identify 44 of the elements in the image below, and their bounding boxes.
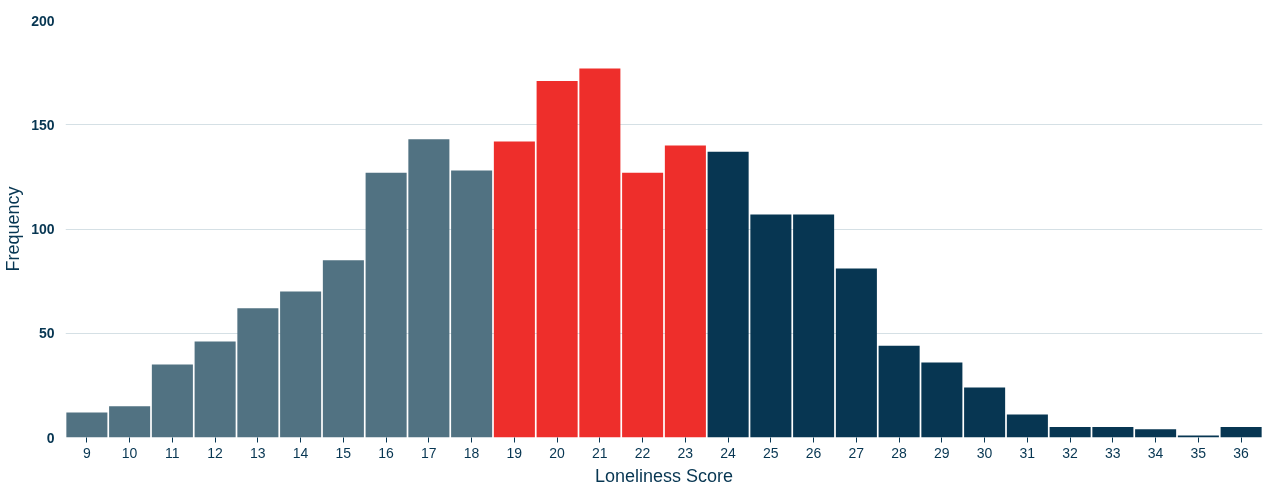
x-tick-label: 16 xyxy=(378,444,395,461)
bar xyxy=(109,406,151,438)
x-tick-label: 34 xyxy=(1147,444,1164,461)
bar xyxy=(451,170,493,438)
x-tick-label: 18 xyxy=(463,444,480,461)
x-tick-label: 22 xyxy=(634,444,651,461)
bar xyxy=(66,412,108,438)
bar xyxy=(493,141,535,438)
bar xyxy=(151,364,193,438)
x-tick-label: 23 xyxy=(677,444,694,461)
y-tick-label: 50 xyxy=(38,325,55,342)
x-tick-label: 20 xyxy=(549,444,566,461)
x-tick-label: 30 xyxy=(976,444,993,461)
x-tick-label: 35 xyxy=(1190,444,1207,461)
x-tick-label: 32 xyxy=(1062,444,1079,461)
x-tick-label: 14 xyxy=(292,444,309,461)
x-tick-label: 24 xyxy=(720,444,737,461)
bar xyxy=(664,145,706,438)
x-tick-label: 19 xyxy=(506,444,523,461)
y-tick-label: 100 xyxy=(31,221,55,237)
x-tick-label: 27 xyxy=(848,444,865,461)
x-axis-title: Loneliness Score xyxy=(594,465,734,486)
x-tick-label: 25 xyxy=(763,444,779,461)
x-tick-label: 26 xyxy=(805,444,822,461)
x-tick-label: 15 xyxy=(335,444,352,461)
bar xyxy=(322,260,364,438)
x-tick-label: 33 xyxy=(1105,444,1121,461)
x-tick-label: 11 xyxy=(165,444,180,461)
x-tick-label: 29 xyxy=(934,444,950,461)
x-tick-label: 28 xyxy=(891,444,908,461)
x-tick-label: 12 xyxy=(207,444,224,461)
x-tick-label: 36 xyxy=(1233,444,1250,461)
x-tick-label: 17 xyxy=(421,444,437,461)
y-tick-label: 150 xyxy=(31,116,55,133)
y-tick-label: 200 xyxy=(31,12,55,29)
x-tick-label: 13 xyxy=(250,444,266,461)
x-tick-label: 21 xyxy=(592,444,608,461)
y-tick-label: 0 xyxy=(46,429,55,446)
bar xyxy=(622,172,664,438)
x-tick-label: 10 xyxy=(121,444,138,461)
x-tick-label: 31 xyxy=(1019,444,1036,461)
x-tick-label: 9 xyxy=(82,444,91,461)
bar xyxy=(280,291,322,438)
y-axis-title: Frequency xyxy=(3,186,24,272)
